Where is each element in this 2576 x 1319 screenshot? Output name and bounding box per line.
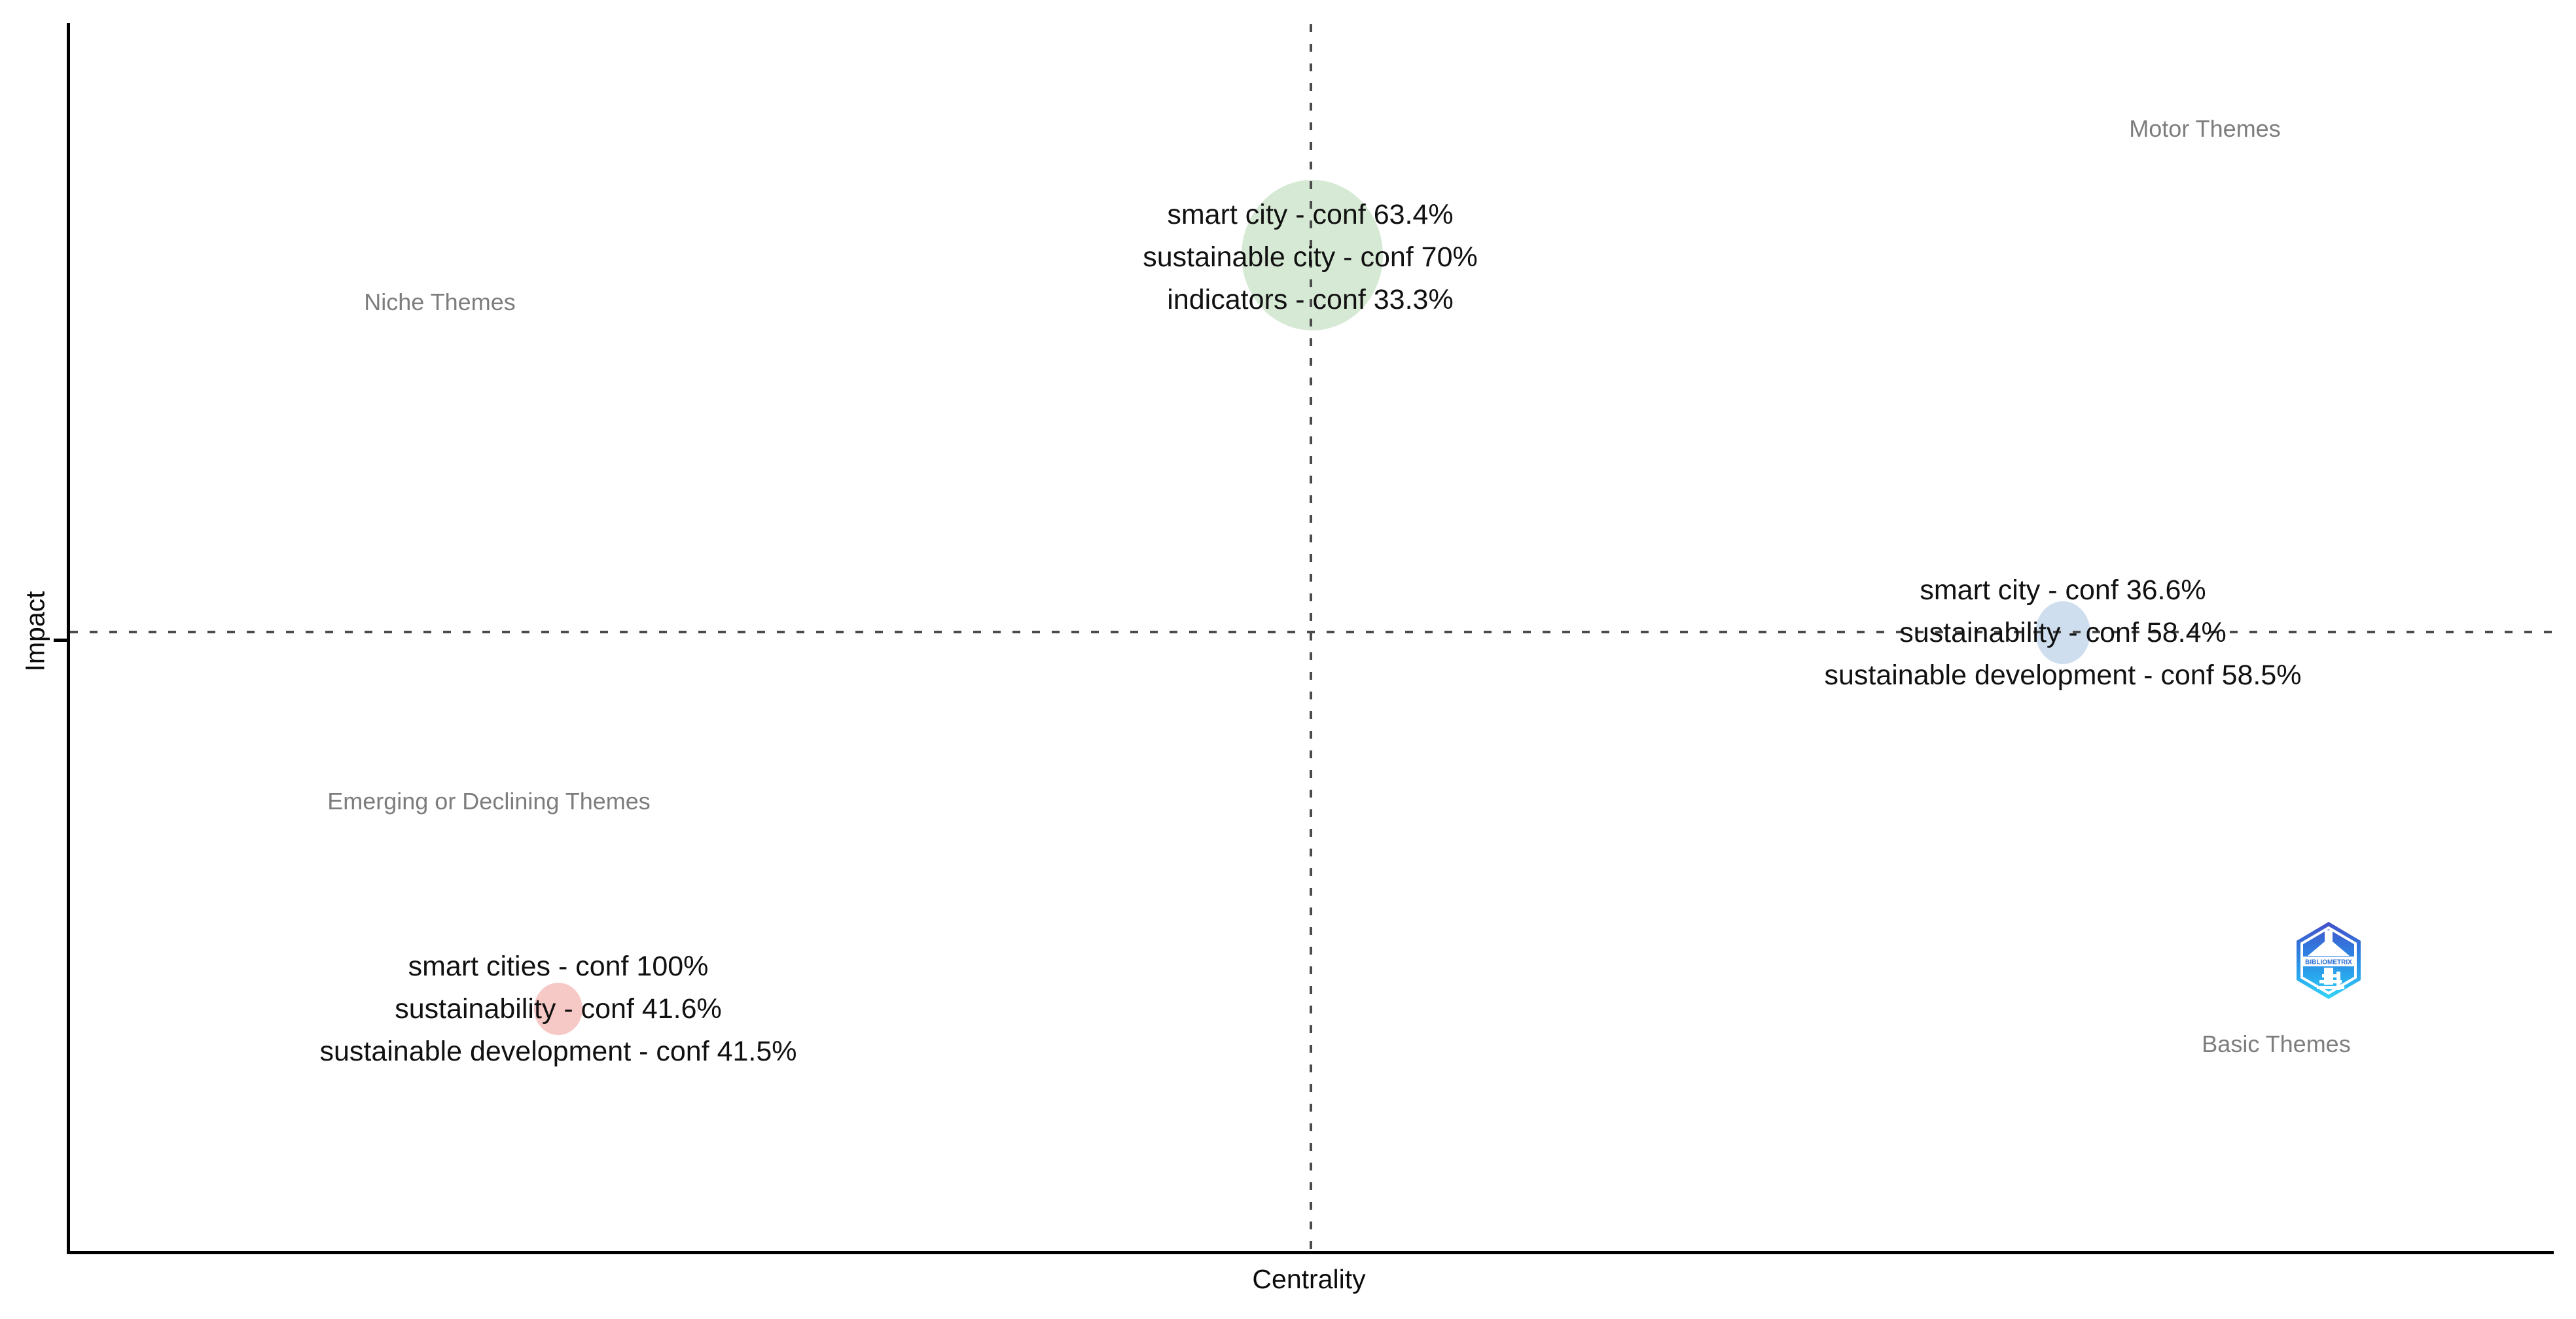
horizontal-median-dashed-line [70,631,2552,633]
cluster-bubble-red [534,983,582,1035]
quadrant-label-emerging-declining-themes: Emerging or Declining Themes [327,788,651,815]
cluster-label-line: sustainability - conf 41.6% [395,993,722,1025]
x-axis-title: Centrality [1252,1264,1366,1294]
cluster-label-line: indicators - conf 33.3% [1167,284,1454,315]
cluster-label-line: smart city - conf 63.4% [1167,199,1454,230]
cluster-label-line: sustainable city - conf 70% [1143,241,1478,273]
cluster-labels-green: smart city - conf 63.4% sustainable city… [1143,194,1478,321]
cluster-label-line: sustainable development - conf 41.5% [319,1036,797,1067]
x-axis-line [67,1251,2554,1254]
cluster-labels-blue: smart city - conf 36.6% sustainability -… [1824,569,2301,697]
quadrant-label-motor-themes: Motor Themes [2129,115,2281,142]
bibliometrix-logo-icon: BIBLIOMETRIX [2297,922,2361,999]
y-axis-title: Impact [20,591,50,672]
logo-banner-text: BIBLIOMETRIX [2305,959,2352,966]
cluster-label-line: smart city - conf 36.6% [1920,574,2206,606]
bibliometrix-logo: BIBLIOMETRIX [2292,921,2365,1000]
y-axis-line [67,23,70,1254]
y-axis-median-tick [54,639,68,642]
quadrant-label-basic-themes: Basic Themes [2202,1030,2351,1057]
quadrant-label-niche-themes: Niche Themes [364,289,516,315]
cluster-label-line: sustainable development - conf 58.5% [1824,660,2302,691]
cluster-bubble-green [1242,180,1383,330]
cluster-label-line: smart cities - conf 100% [408,951,709,982]
cluster-label-line: sustainability - conf 58.4% [1899,617,2227,648]
cluster-labels-red: smart cities - conf 100% sustainability … [319,945,796,1073]
vertical-median-dashed-line [1310,24,1312,1251]
